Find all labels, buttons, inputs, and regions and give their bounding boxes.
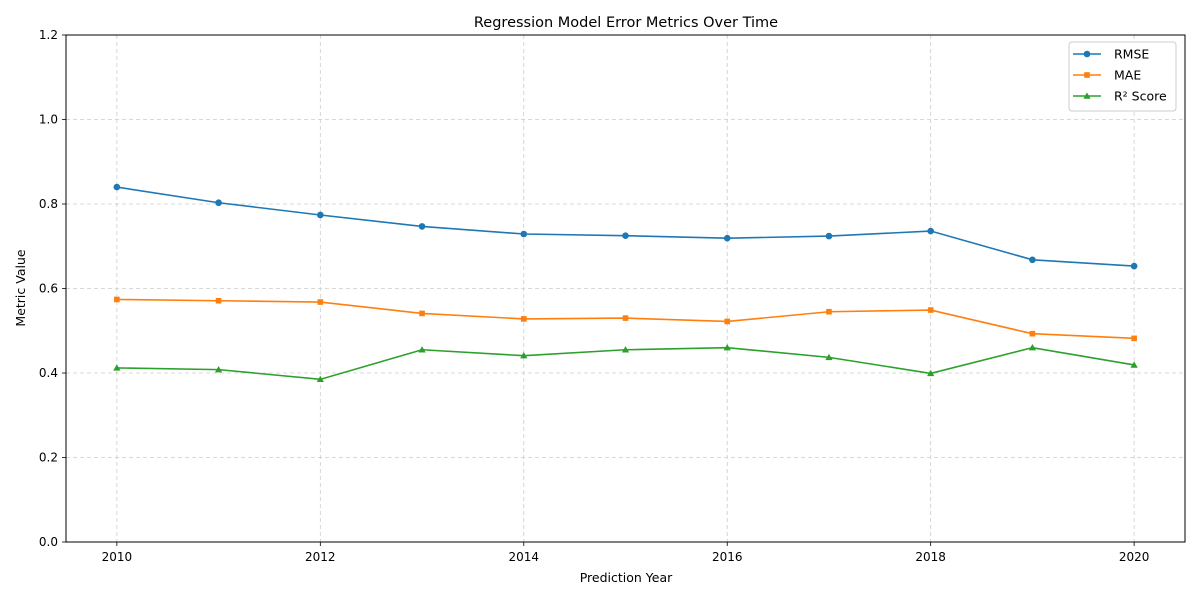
data-point [621, 346, 630, 353]
legend: RMSE MAE R² Score [1068, 41, 1177, 112]
data-point [317, 299, 324, 305]
data-point [825, 232, 833, 240]
legend-marker [1084, 72, 1090, 78]
data-point [113, 364, 121, 371]
x-tick-label: 2014 [508, 550, 539, 564]
data-point [826, 308, 832, 315]
legend-entry: R² Score [1073, 89, 1167, 104]
y-tick-label: 1.2 [39, 28, 58, 42]
x-tick-label: 2012 [305, 550, 336, 564]
data-point [419, 310, 425, 317]
y-tick-label: 0.2 [39, 451, 58, 465]
data-point [723, 234, 731, 242]
y-tick-label: 1.0 [39, 113, 58, 127]
y-tick-label: 0.4 [39, 366, 58, 380]
legend-entry: MAE [1073, 68, 1141, 83]
x-axis-label: Prediction Year [580, 570, 673, 585]
data-point [927, 307, 934, 313]
data-point [418, 346, 426, 353]
data-point [724, 318, 731, 325]
data-point [1130, 262, 1138, 270]
data-point [520, 230, 528, 238]
legend-marker [1083, 92, 1091, 99]
data-point [114, 296, 120, 303]
data-point [622, 232, 629, 239]
x-tick-label: 2010 [102, 550, 133, 564]
legend-marker [1083, 50, 1091, 58]
series-rmse [113, 183, 1138, 270]
series-layer [113, 183, 1138, 383]
legend-label: RMSE [1114, 47, 1149, 62]
x-tick-label: 2020 [1119, 550, 1150, 564]
data-point [520, 316, 527, 322]
series-mae [114, 296, 1137, 342]
data-point [1131, 335, 1137, 342]
x-tick-label: 2018 [915, 550, 946, 564]
x-tick-label: 2016 [712, 550, 743, 564]
data-point [825, 353, 833, 361]
legend-label: MAE [1114, 68, 1141, 83]
data-point [215, 199, 222, 207]
data-point [622, 315, 629, 321]
axis-ticks: 2010 2012 2014 2016 2018 2020 0.0 0.2 0.4 0.6 0.8 1… [39, 28, 1150, 564]
data-point [113, 183, 121, 191]
plot-frame [65, 34, 1186, 543]
data-point [1130, 361, 1138, 368]
data-point [316, 375, 324, 383]
data-point [317, 211, 324, 219]
data-point [1029, 256, 1036, 264]
series-r-score [113, 344, 1138, 383]
y-axis-label: Metric Value [13, 249, 28, 326]
data-point [214, 365, 223, 373]
grid-lines [66, 34, 1185, 543]
legend-entry: RMSE [1073, 47, 1149, 62]
y-tick-label: 0.8 [39, 197, 58, 211]
chart-title: Regression Model Error Metrics Over Time [474, 15, 778, 31]
series-line [116, 186, 1135, 267]
data-point [520, 352, 528, 359]
data-point [1029, 330, 1036, 337]
legend-label: R² Score [1114, 89, 1167, 104]
data-point [1028, 344, 1037, 351]
y-tick-label: 0.0 [39, 535, 58, 549]
legend-box [1068, 41, 1177, 112]
y-tick-label: 0.6 [39, 282, 58, 296]
data-point [927, 369, 935, 377]
data-point [418, 223, 426, 230]
data-point [927, 227, 934, 235]
data-point [215, 297, 222, 304]
data-point [723, 344, 731, 351]
